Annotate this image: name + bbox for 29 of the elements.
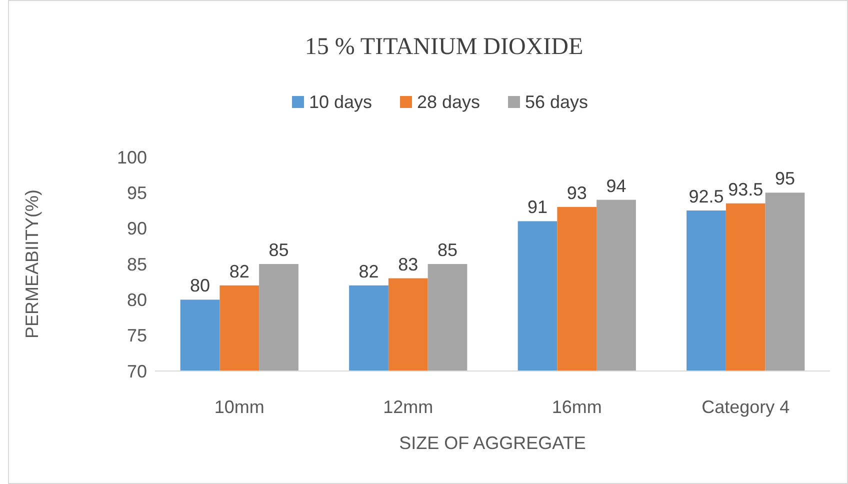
legend-label: 56 days xyxy=(525,92,588,112)
y-tick-label: 85 xyxy=(126,254,147,274)
y-axis-title: PERMEABIITY(%) xyxy=(22,189,42,339)
x-tick-label: 16mm xyxy=(552,397,602,417)
x-tick-label: 12mm xyxy=(383,397,434,417)
legend-label: 10 days xyxy=(309,92,372,112)
legend-label: 28 days xyxy=(417,92,480,112)
y-tick-label: 90 xyxy=(126,218,147,239)
data-label: 92.5 xyxy=(688,186,724,206)
y-tick-label: 100 xyxy=(116,147,147,168)
data-label: 91 xyxy=(527,197,548,218)
data-label: 85 xyxy=(268,240,289,260)
data-label: 83 xyxy=(398,254,418,274)
x-axis-title: SIZE OF AGGREGATE xyxy=(399,433,586,453)
x-tick-label: Category 4 xyxy=(702,397,790,417)
data-label: 93 xyxy=(566,182,587,203)
data-label: 93.5 xyxy=(728,179,764,200)
y-tick-label: 75 xyxy=(126,326,147,346)
y-tick-label: 80 xyxy=(126,290,147,310)
data-label: 80 xyxy=(190,276,210,296)
data-label: 85 xyxy=(437,240,458,260)
data-label: 94 xyxy=(606,176,626,196)
data-label: 82 xyxy=(358,261,379,282)
x-tick-label: 10mm xyxy=(214,397,264,417)
y-tick-label: 95 xyxy=(126,182,147,203)
data-label: 82 xyxy=(229,261,250,282)
chart-title: 15 % TITANIUM DIOXIDE xyxy=(304,34,584,60)
data-label: 95 xyxy=(774,168,796,189)
y-tick-label: 70 xyxy=(126,361,147,382)
